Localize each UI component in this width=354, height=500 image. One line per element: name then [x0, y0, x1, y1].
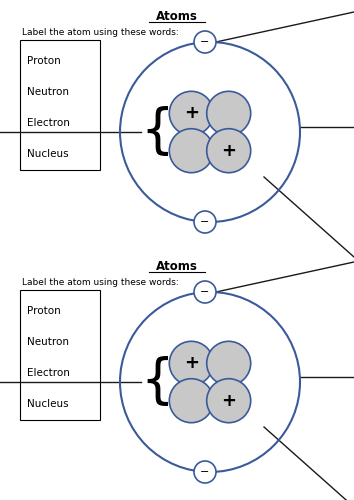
- Circle shape: [169, 342, 213, 386]
- Circle shape: [194, 281, 216, 303]
- Circle shape: [194, 31, 216, 53]
- Text: −: −: [200, 287, 210, 297]
- Circle shape: [169, 92, 213, 136]
- Text: Proton: Proton: [27, 306, 61, 316]
- Text: −: −: [200, 467, 210, 477]
- Text: Atoms: Atoms: [156, 260, 198, 273]
- Text: +: +: [184, 354, 199, 372]
- Text: Neutron: Neutron: [27, 87, 69, 97]
- Text: −: −: [200, 217, 210, 227]
- Circle shape: [169, 128, 213, 172]
- Text: Atoms: Atoms: [156, 10, 198, 23]
- Circle shape: [194, 461, 216, 483]
- Circle shape: [207, 342, 251, 386]
- Text: Nucleus: Nucleus: [27, 399, 69, 409]
- FancyBboxPatch shape: [20, 40, 100, 170]
- Text: Label the atom using these words:: Label the atom using these words:: [22, 278, 179, 287]
- Circle shape: [207, 378, 251, 422]
- Text: +: +: [221, 392, 236, 409]
- Text: Neutron: Neutron: [27, 337, 69, 347]
- Text: Electron: Electron: [27, 118, 70, 128]
- Circle shape: [207, 128, 251, 172]
- Text: Label the atom using these words:: Label the atom using these words:: [22, 28, 179, 37]
- Circle shape: [169, 378, 213, 422]
- Text: Proton: Proton: [27, 56, 61, 66]
- Text: {: {: [141, 106, 174, 158]
- Text: +: +: [184, 104, 199, 122]
- Circle shape: [207, 92, 251, 136]
- FancyBboxPatch shape: [20, 290, 100, 420]
- Circle shape: [194, 211, 216, 233]
- Text: {: {: [141, 356, 174, 408]
- Text: Electron: Electron: [27, 368, 70, 378]
- Text: +: +: [221, 142, 236, 160]
- Text: Nucleus: Nucleus: [27, 149, 69, 159]
- Text: −: −: [200, 37, 210, 47]
